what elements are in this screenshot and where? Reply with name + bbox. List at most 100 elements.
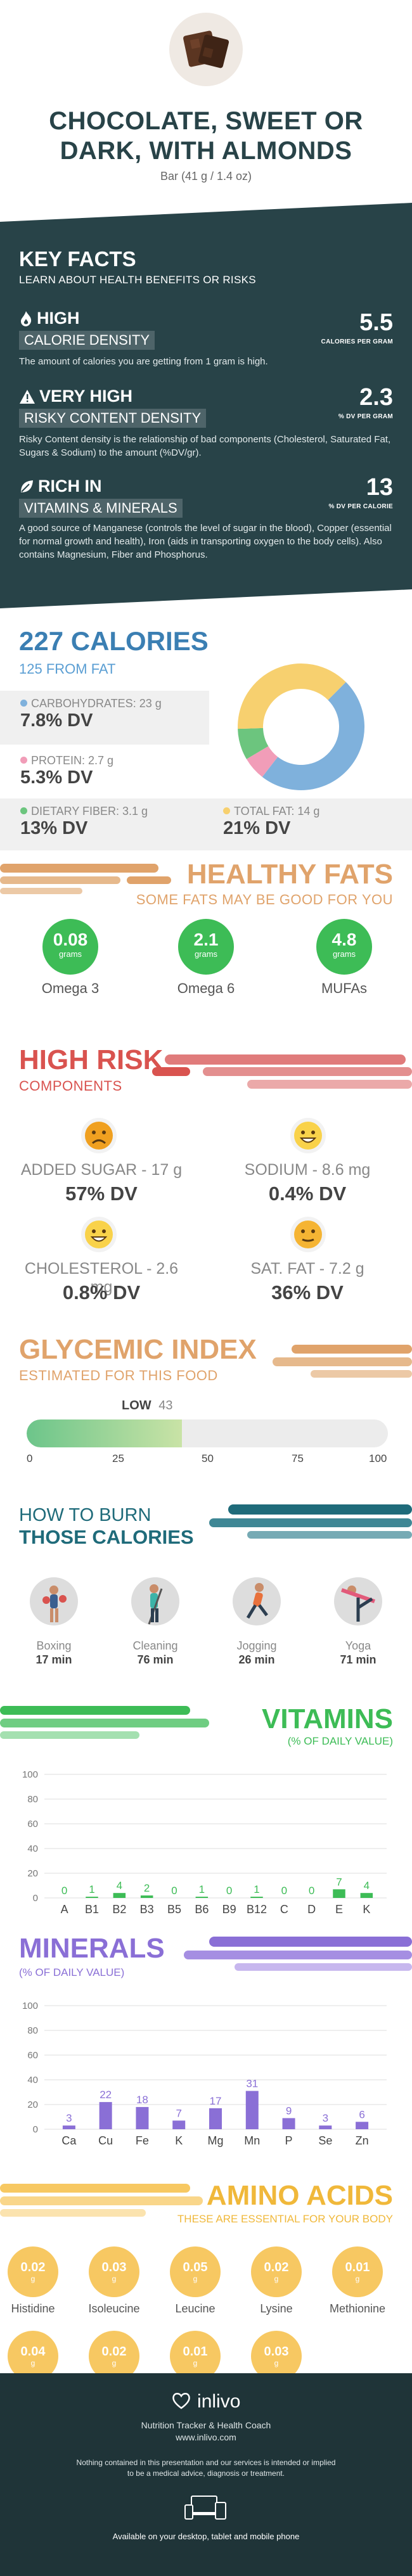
fiber-dot: [20, 807, 27, 814]
x-tick-label: Fe: [136, 2134, 149, 2147]
bar: [356, 2122, 369, 2129]
bar: [360, 1893, 373, 1898]
healthy-fats-stripes: [0, 864, 171, 894]
key-facts-subtitle: LEARN ABOUT HEALTH BENEFITS OR RISKS: [19, 274, 256, 286]
amino-label: Leucine: [175, 2302, 216, 2315]
bar-value-label: 7: [176, 2107, 181, 2119]
y-tick-label: 100: [22, 1769, 38, 1780]
bar: [62, 2125, 75, 2129]
fact-label: CALORIE DENSITY: [19, 331, 155, 350]
y-tick-label: 40: [27, 2075, 38, 2086]
bar-value-label: 0: [226, 1885, 232, 1897]
happy-face-icon: [80, 1215, 118, 1257]
bar-value-label: 1: [199, 1883, 205, 1895]
cleaning-icon: [130, 1576, 181, 1630]
fact-description: The amount of calories you are getting f…: [19, 356, 268, 367]
fact-level: RICH IN: [38, 477, 102, 496]
amino-label: Isoleucine: [88, 2302, 140, 2315]
boxing-icon: [29, 1576, 79, 1630]
y-tick-label: 20: [27, 1868, 38, 1879]
bar: [113, 1893, 126, 1898]
fact-risky-density: VERY HIGH RISKY CONTENT DENSITY: [19, 387, 207, 428]
burn-activity: Cleaning: [132, 1639, 178, 1652]
fact-unit: % DV PER GRAM: [338, 413, 393, 420]
fact-value: 2.3: [359, 384, 393, 411]
x-tick-label: E: [335, 1903, 343, 1916]
fact-level: VERY HIGH: [39, 387, 133, 406]
risk-label: CHOLESTEROL - 2.6 mg: [24, 1260, 179, 1296]
fat-label: Omega 3: [41, 980, 100, 996]
risk-label: SODIUM - 8.6 mg: [244, 1161, 371, 1179]
bar-value-label: 6: [359, 2108, 364, 2120]
y-tick-label: 80: [27, 2025, 38, 2036]
burn-activity: Yoga: [345, 1639, 371, 1652]
yoga-icon: [333, 1576, 383, 1630]
jogging-icon: [231, 1576, 282, 1630]
x-tick-label: B2: [112, 1903, 126, 1916]
x-tick-label: K: [363, 1903, 370, 1916]
amino-circle: 0.03 g: [89, 2246, 139, 2297]
amino-circle: 0.02 g: [251, 2246, 302, 2297]
bar: [136, 2106, 149, 2129]
x-tick-label: B12: [247, 1903, 267, 1916]
fact-calorie-density: HIGH CALORIE DENSITY: [19, 309, 155, 350]
bar: [172, 2120, 186, 2129]
fat-label: MUFAs: [321, 980, 368, 996]
bar-value-label: 9: [286, 2105, 292, 2117]
bar: [245, 2091, 259, 2129]
amino-stripes: [0, 2184, 203, 2217]
burn-title-1: HOW TO BURN: [19, 1505, 151, 1525]
warning-icon: [19, 389, 35, 404]
glycemic-stripes: [273, 1345, 412, 1378]
minerals-stripes: [184, 1937, 412, 1971]
glycemic-subtitle: ESTIMATED FOR THIS FOOD: [19, 1368, 218, 1383]
glycemic-level: LOW 43: [122, 1399, 173, 1413]
burn-time: 76 min: [137, 1653, 174, 1666]
bar-value-label: 3: [66, 2112, 72, 2124]
y-tick-label: 20: [27, 2099, 38, 2110]
footer: inlivo Nutrition Tracker & Health Coach …: [0, 2373, 412, 2576]
bar: [333, 1889, 345, 1898]
x-tick-label: Mg: [207, 2134, 223, 2147]
bar-value-label: 7: [336, 1876, 342, 1888]
bar: [99, 2102, 112, 2129]
bar: [282, 2118, 295, 2129]
fact-description: A good source of Manganese (controls the…: [19, 523, 392, 560]
y-tick-label: 0: [33, 1893, 38, 1904]
amino-circle: 0.01 g: [170, 2331, 221, 2381]
fat-omega6-circle: 2.1 grams: [178, 919, 234, 975]
burn-time: 17 min: [35, 1653, 72, 1666]
donut-slice: [262, 682, 364, 790]
bar-value-label: 1: [89, 1883, 94, 1895]
x-tick-label: B3: [140, 1903, 154, 1916]
protein-dot: [20, 757, 27, 764]
fat-omega3-circle: 0.08 grams: [42, 919, 98, 975]
inlivo-logo: inlivo: [0, 2391, 412, 2413]
nutrient-fiber: DIETARY FIBER: 3.1 g 13% DV: [0, 798, 209, 850]
burn-activity: Jogging: [236, 1639, 277, 1652]
donut-slice: [246, 746, 278, 778]
risk-dv: 57% DV: [65, 1182, 138, 1205]
x-tick-label: Mn: [244, 2134, 260, 2147]
bar: [195, 1897, 209, 1898]
footer-disclaimer: Nothing contained in this presentation a…: [76, 2458, 336, 2478]
x-tick-label: C: [280, 1903, 288, 1916]
calories-from-fat: 125 FROM FAT: [19, 661, 116, 677]
donut-slice: [238, 663, 346, 729]
fact-vitamins-minerals: RICH IN VITAMINS & MINERALS: [19, 477, 183, 518]
nutrient-protein: PROTEIN: 2.7 g 5.3% DV: [20, 754, 114, 788]
y-tick-label: 60: [27, 1819, 38, 1829]
y-tick-label: 60: [27, 2050, 38, 2061]
burn-time: 26 min: [238, 1653, 275, 1666]
vitamins-title: VITAMINS: [262, 1703, 393, 1734]
x-tick-label: B1: [85, 1903, 99, 1916]
burn-time: 71 min: [340, 1653, 377, 1666]
risk-dv: 0.8% DV: [62, 1281, 141, 1304]
x-tick-label: Zn: [356, 2134, 369, 2147]
footer-tagline: Nutrition Tracker & Health Coach: [141, 2420, 271, 2430]
fact-label: RISKY CONTENT DENSITY: [19, 409, 207, 428]
x-tick-label: P: [285, 2134, 293, 2147]
high-risk-subtitle: COMPONENTS: [19, 1078, 122, 1094]
footer-url[interactable]: www.inlivo.com: [176, 2432, 236, 2442]
minerals-title: MINERALS: [19, 1933, 165, 1964]
